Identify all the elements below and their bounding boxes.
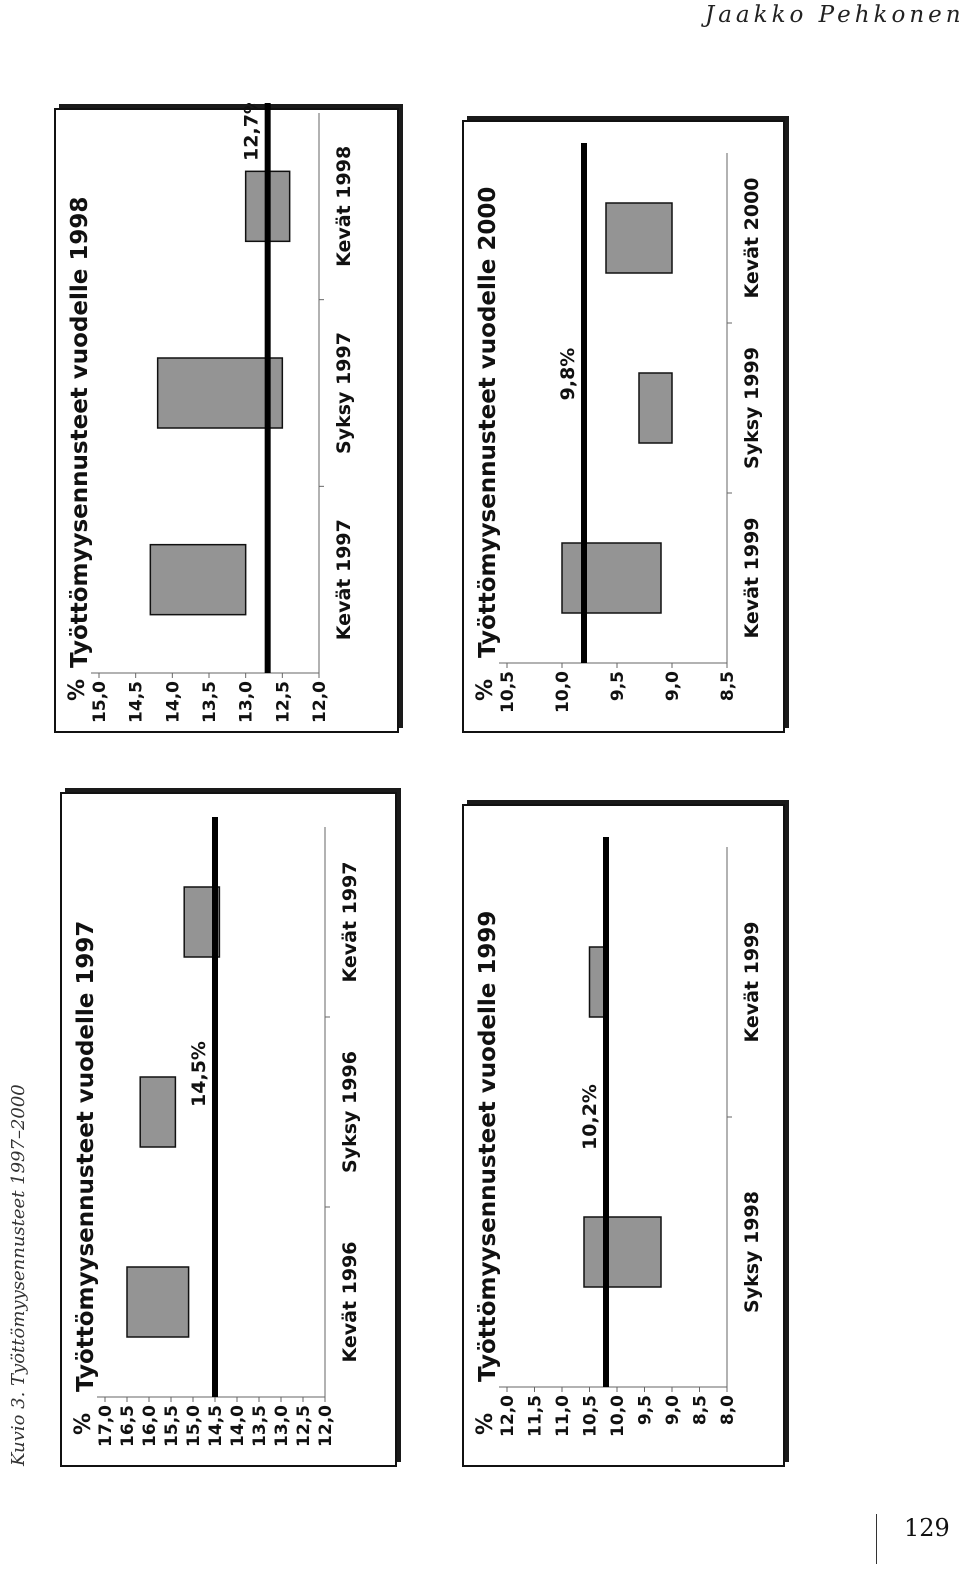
y-tick-label: 14,0 — [163, 681, 183, 723]
y-tick-label: 12,5 — [273, 681, 293, 723]
y-tick-label: 9,0 — [663, 1395, 683, 1425]
unit-label: % — [473, 679, 498, 701]
y-tick-label: 11,5 — [526, 1395, 546, 1437]
y-tick-label: 10,0 — [553, 671, 573, 713]
forecast-range-bar — [126, 1266, 190, 1338]
y-tick-label: 13,5 — [250, 1405, 270, 1447]
y-tick-label: 10,5 — [581, 1395, 601, 1437]
chart-title: Työttömyysennusteet vuodelle 1999 — [475, 911, 501, 1382]
chart-2000: % Työttömyysennusteet vuodelle 2000 10,5 10… — [462, 116, 789, 733]
forecast-range-bar — [583, 1216, 662, 1288]
figure-caption: Kuvio 3. Työttömyysennusteet 1997–2000 — [8, 1084, 29, 1466]
y-tick-label: 13,0 — [272, 1405, 292, 1447]
x-category-label: Kevät 1997 — [339, 861, 361, 982]
unit-label: % — [473, 1413, 498, 1435]
y-tick-label: 13,0 — [237, 681, 257, 723]
chart-1998: % Työttömyysennusteet vuodelle 1998 15,0 14… — [54, 103, 403, 733]
y-tick-label: 17,0 — [96, 1405, 116, 1447]
unit-label: % — [65, 679, 90, 701]
forecast-range-bar — [638, 372, 673, 444]
y-tick-label: 10,5 — [498, 671, 518, 713]
x-category-label: Syksy 1996 — [339, 1051, 361, 1173]
forecast-range-bar — [139, 1076, 177, 1148]
forecast-range-bar — [561, 542, 662, 614]
y-tick-label: 8,5 — [718, 671, 738, 701]
x-category-label: Kevät 1999 — [741, 517, 763, 638]
x-category-label: Syksy 1999 — [741, 347, 763, 469]
forecast-range-bar — [156, 357, 284, 429]
x-category-label: Kevät 1998 — [333, 146, 355, 267]
running-head: Jaakko Pehkonen — [705, 2, 960, 28]
y-tick-label: 8,0 — [718, 1395, 738, 1425]
y-tick-label: 11,0 — [553, 1395, 573, 1437]
y-tick-label: 13,5 — [200, 681, 220, 723]
y-tick-label: 16,5 — [118, 1405, 138, 1447]
panel-frame — [462, 804, 785, 1467]
y-tick-label: 12,0 — [498, 1395, 518, 1437]
x-category-label: Kevät 2000 — [741, 177, 763, 298]
x-category-label: Syksy 1997 — [333, 332, 355, 454]
page-number: 129 — [904, 1514, 950, 1542]
panel-frame — [462, 120, 785, 733]
y-tick-label: 15,0 — [184, 1405, 204, 1447]
y-tick-label: 9,0 — [663, 671, 683, 701]
y-tick-label: 9,5 — [636, 1395, 656, 1425]
actual-value-label: 10,2% — [579, 1084, 601, 1150]
y-tick-label: 15,5 — [162, 1405, 182, 1447]
actual-value-label: 9,8% — [557, 348, 579, 401]
y-tick-label: 16,0 — [140, 1405, 160, 1447]
y-tick-label: 12,0 — [310, 681, 330, 723]
x-category-label: Kevät 1997 — [333, 519, 355, 640]
forecast-range-bar — [149, 543, 247, 616]
x-category-label: Kevät 1999 — [741, 921, 763, 1042]
chart-title: Työttömyysennusteet vuodelle 1997 — [73, 921, 99, 1392]
y-tick-label: 10,0 — [608, 1395, 628, 1437]
actual-value-label: 12,7% — [241, 103, 263, 161]
y-tick-label: 12,5 — [294, 1405, 314, 1447]
chart-1999: % Työttömyysennusteet vuodelle 1999 12,0 11… — [462, 800, 789, 1467]
y-tick-label: 14,0 — [228, 1405, 248, 1447]
forecast-range-bar — [605, 202, 673, 274]
y-tick-label: 14,5 — [206, 1405, 226, 1447]
y-tick-label: 14,5 — [127, 681, 147, 723]
actual-value-label: 14,5% — [188, 1041, 210, 1107]
y-tick-label: 12,0 — [316, 1405, 336, 1447]
y-tick-label: 15,0 — [90, 681, 110, 723]
y-tick-label: 8,5 — [691, 1395, 711, 1425]
unit-label: % — [71, 1413, 96, 1435]
page-number-rule — [876, 1514, 877, 1564]
x-category-label: Syksy 1998 — [741, 1191, 763, 1313]
forecast-range-bar — [183, 886, 221, 958]
chart-title: Työttömyysennusteet vuodelle 2000 — [475, 187, 501, 658]
chart-title: Työttömyysennusteet vuodelle 1998 — [67, 197, 93, 668]
x-category-label: Kevät 1996 — [339, 1241, 361, 1362]
y-tick-label: 9,5 — [608, 671, 628, 701]
